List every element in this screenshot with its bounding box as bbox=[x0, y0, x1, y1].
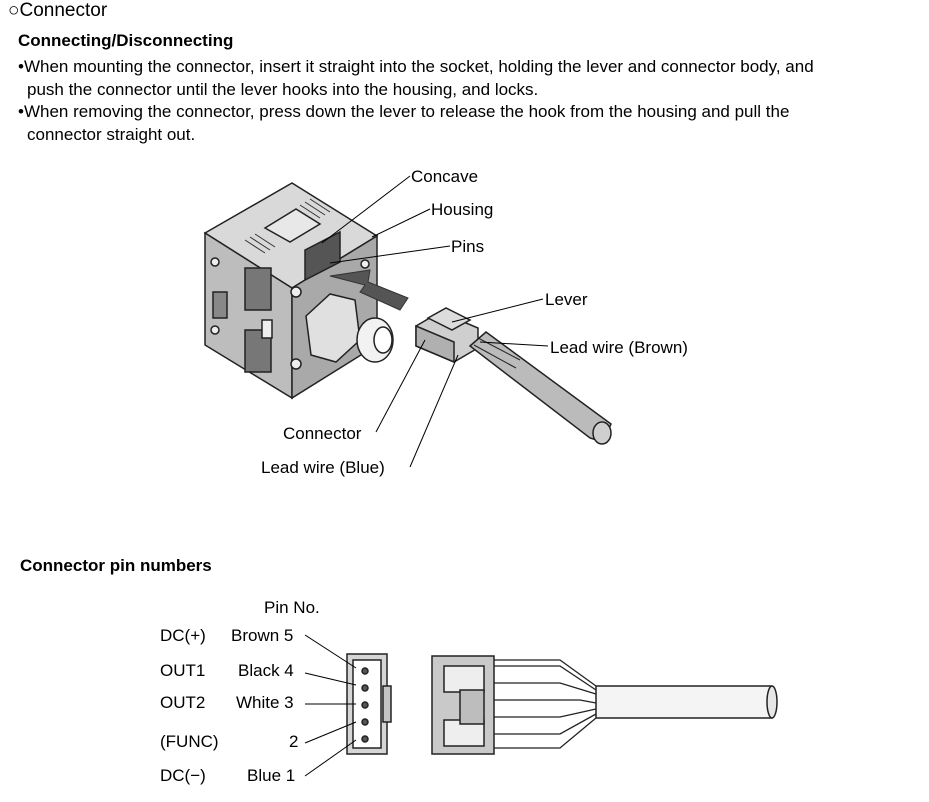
pin-signal: (FUNC) bbox=[160, 732, 219, 751]
pin-wire: Black 4 bbox=[238, 661, 294, 680]
label-housing: Housing bbox=[431, 200, 494, 219]
bullet-line: When removing the connector, press down … bbox=[23, 102, 790, 121]
pinout-diagram bbox=[346, 653, 778, 755]
connecting-heading: Connecting/Disconnecting bbox=[18, 31, 234, 50]
section-title-text: Connector bbox=[19, 0, 108, 21]
label-lever: Lever bbox=[545, 290, 588, 309]
pin-wire: Brown 5 bbox=[231, 626, 294, 645]
pin-signal: OUT1 bbox=[160, 661, 206, 680]
pin-signal: DC(+) bbox=[160, 626, 206, 645]
pin-leaders bbox=[304, 634, 357, 777]
pin-signal: DC(−) bbox=[160, 766, 206, 785]
label-lead-blue: Lead wire (Blue) bbox=[261, 458, 385, 477]
bullet-item-removing: •When removing the connector, press down… bbox=[18, 100, 789, 146]
section-bullet: ○ bbox=[8, 0, 20, 21]
leader-lines bbox=[321, 175, 549, 468]
pin-wire: Blue 1 bbox=[247, 766, 296, 785]
pin-wire: 2 bbox=[289, 732, 299, 751]
label-lead-brown: Lead wire (Brown) bbox=[550, 338, 688, 357]
label-pins: Pins bbox=[451, 237, 485, 256]
pin-no-header: Pin No. bbox=[264, 598, 320, 617]
pin-signal: OUT2 bbox=[160, 693, 206, 712]
plug-connector bbox=[415, 307, 612, 445]
bullet-marker: • bbox=[18, 57, 24, 76]
label-connector: Connector bbox=[283, 424, 362, 443]
bullet-marker: • bbox=[18, 102, 24, 121]
pin-wire: White 3 bbox=[236, 693, 294, 712]
bullet-item-mounting: •When mounting the connector, insert it … bbox=[18, 55, 814, 101]
pinout-heading: Connector pin numbers bbox=[20, 556, 212, 575]
label-concave: Concave bbox=[411, 167, 479, 186]
section-title: ○Connector bbox=[8, 0, 107, 22]
bullet-line: push the connector until the lever hooks… bbox=[27, 80, 539, 99]
bullet-line: connector straight out. bbox=[27, 125, 196, 144]
bullet-line: When mounting the connector, insert it s… bbox=[23, 57, 814, 76]
sensor-body bbox=[203, 182, 394, 400]
arrow-icon bbox=[329, 269, 409, 311]
